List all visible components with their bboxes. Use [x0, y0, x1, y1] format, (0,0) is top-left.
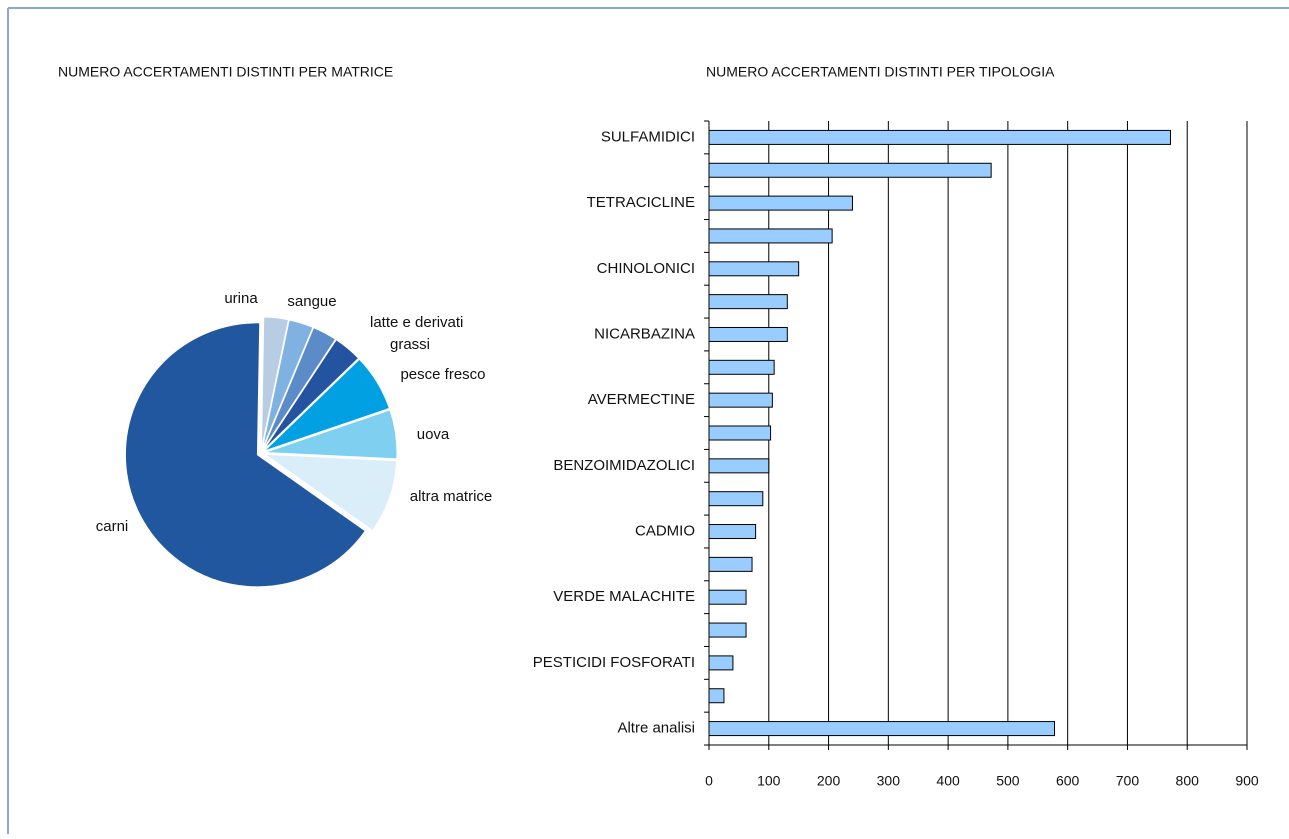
bar — [708, 556, 753, 572]
bar — [708, 392, 773, 408]
bar — [708, 622, 747, 638]
y-tick-label: AVERMECTINE — [588, 391, 695, 408]
bar — [708, 162, 992, 178]
bar — [708, 524, 757, 540]
x-tick-label: 700 — [1116, 773, 1140, 789]
x-tick-label: 800 — [1176, 773, 1200, 789]
pie-slice — [262, 326, 337, 450]
pie-slice — [260, 316, 290, 450]
slice-label: carni — [96, 518, 129, 535]
bar — [708, 129, 1171, 145]
bar — [708, 261, 800, 277]
bar — [708, 195, 853, 211]
y-tick-label: PESTICIDI FOSFORATI — [533, 654, 695, 671]
x-tick-label: 500 — [996, 773, 1020, 789]
x-tick-label: 900 — [1235, 773, 1259, 789]
y-tick-label: CADMIO — [635, 522, 695, 539]
x-tick-label: 0 — [705, 773, 713, 789]
bar — [708, 326, 788, 342]
y-tick-label: Altre analisi — [617, 720, 695, 737]
bar — [708, 589, 747, 605]
bar — [708, 721, 1056, 737]
pie-title: NUMERO ACCERTAMENTI DISTINTI PER MATRICE — [58, 64, 393, 80]
bar — [708, 425, 772, 441]
slice-label: uova — [417, 426, 450, 443]
x-tick-label: 600 — [1056, 773, 1080, 789]
slice-label: altra matrice — [410, 488, 493, 505]
bar — [708, 359, 775, 375]
slice-label: pesce fresco — [400, 366, 485, 383]
y-tick-label: CHINOLONICI — [597, 260, 695, 277]
x-tick-label: 400 — [936, 773, 960, 789]
slice-label: sangue — [287, 293, 336, 310]
pie-slice — [263, 453, 398, 532]
pie-slice — [263, 339, 360, 451]
y-tick-label: TETRACICLINE — [587, 194, 695, 211]
y-tick-label: BENZOIMIDAZOLICI — [553, 457, 695, 474]
bar — [708, 655, 734, 671]
bar — [708, 458, 770, 474]
pie-slice — [124, 322, 366, 588]
bar — [708, 228, 833, 244]
y-tick-label: SULFAMIDICI — [601, 128, 695, 145]
y-tick-label: VERDE MALACHITE — [553, 588, 695, 605]
x-tick-label: 100 — [757, 773, 781, 789]
x-tick-label: 300 — [877, 773, 901, 789]
bar-title: NUMERO ACCERTAMENTI DISTINTI PER TIPOLOG… — [706, 64, 1055, 80]
pie-slice — [264, 409, 398, 460]
slice-label: latte e derivati — [370, 314, 463, 331]
bar — [708, 491, 764, 507]
x-tick-label: 200 — [817, 773, 841, 789]
pie-slice — [264, 358, 391, 452]
bar — [708, 294, 788, 310]
y-tick-label: NICARBAZINA — [594, 325, 695, 342]
bar — [708, 688, 725, 704]
slice-label: grassi — [390, 336, 430, 353]
slice-label: urina — [224, 290, 258, 307]
pie-slice — [261, 319, 314, 450]
